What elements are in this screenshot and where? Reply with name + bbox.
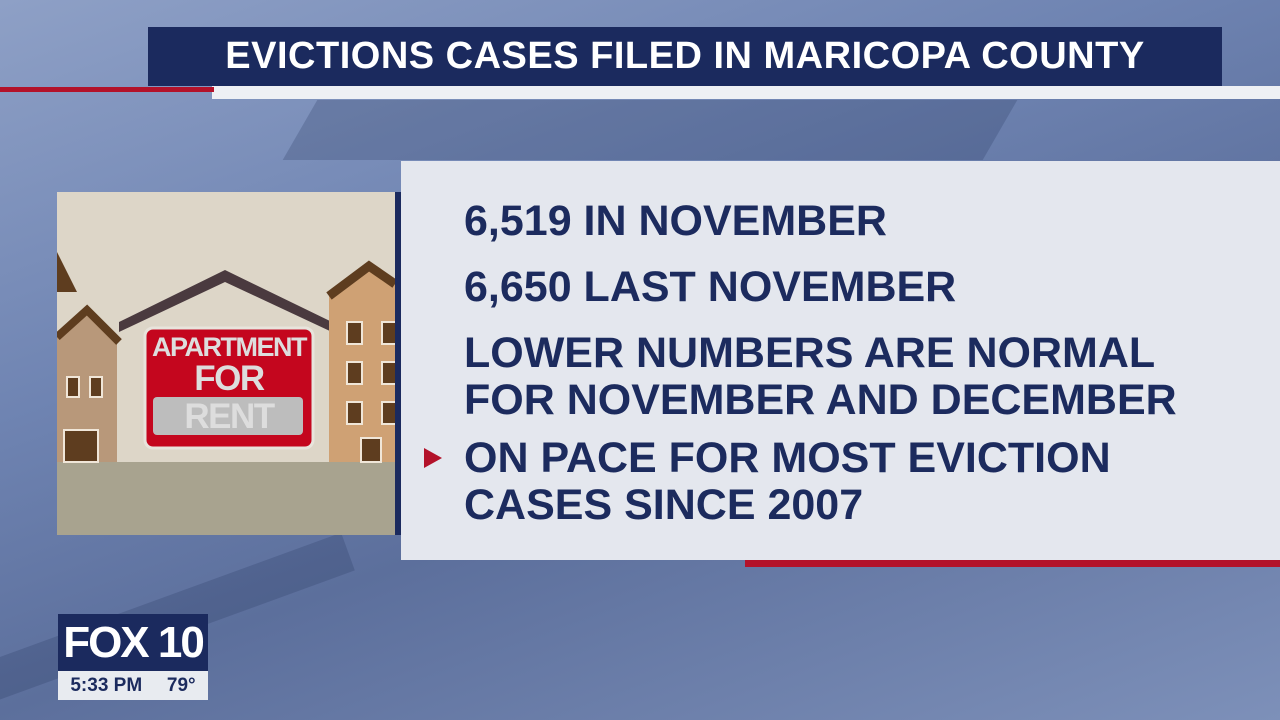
fact-lower-numbers-line2: FOR NOVEMBER AND DECEMBER [464, 376, 1177, 424]
bullet-triangle-icon [424, 448, 442, 468]
headline-title: EVICTIONS CASES FILED IN MARICOPA COUNTY [225, 35, 1145, 77]
fact-lower-numbers-line1: LOWER NUMBERS ARE NORMAL [464, 329, 1156, 377]
sign-text-line1: APARTMENT [152, 332, 307, 362]
panel-red-rule [745, 560, 1280, 567]
time-temp-bar: 5:33 PM 79° [58, 671, 208, 700]
apartment-for-rent-illustration [57, 192, 395, 535]
background-decor [282, 100, 1018, 160]
fact-on-pace-line1: ON PACE FOR MOST EVICTION [464, 434, 1111, 482]
fact-last-november-count: 6,650 LAST NOVEMBER [464, 263, 957, 311]
facts-panel [401, 161, 1280, 560]
fact-november-count: 6,519 IN NOVEMBER [464, 197, 887, 245]
sign-text-line2: FOR RENT [184, 359, 275, 436]
temperature: 79° [166, 674, 196, 696]
fact-on-pace-line2: CASES SINCE 2007 [464, 481, 864, 529]
photo-edge-bar [395, 192, 401, 535]
headline-underline [212, 86, 1280, 99]
station-name: FOX 10 [63, 617, 205, 667]
apartment-for-rent-image: APARTMENT FOR RENT [57, 192, 395, 535]
headline-red-rule [0, 87, 214, 92]
fox10-logo: FOX 10 [58, 614, 208, 671]
clock-time: 5:33 PM [70, 674, 143, 696]
headline-bar: EVICTIONS CASES FILED IN MARICOPA COUNTY [148, 27, 1222, 86]
